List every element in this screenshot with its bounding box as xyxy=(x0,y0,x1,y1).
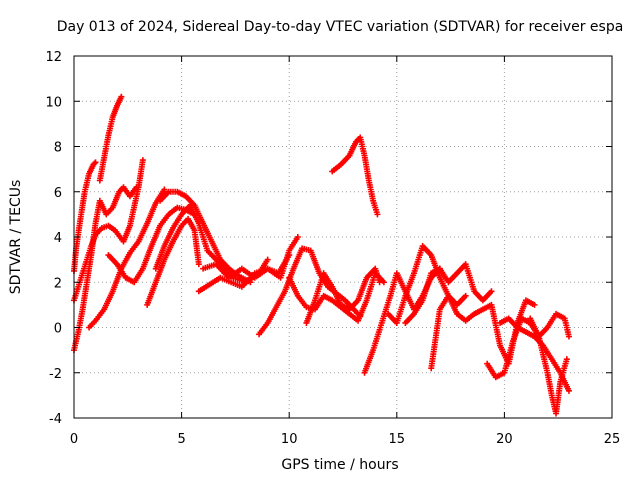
data-point xyxy=(139,157,146,164)
data-point xyxy=(264,256,271,263)
data-point xyxy=(161,186,168,193)
data-point xyxy=(118,93,125,100)
y-tick-label: 0 xyxy=(54,322,62,337)
y-tick-label: 4 xyxy=(54,231,62,246)
y-tick-label: -2 xyxy=(49,367,62,382)
data-point xyxy=(565,387,572,394)
x-tick-label: 15 xyxy=(389,432,406,447)
data-point xyxy=(374,211,381,218)
data-point xyxy=(286,252,293,259)
data-point xyxy=(376,279,383,286)
y-tick-label: -4 xyxy=(49,412,62,427)
data-point xyxy=(195,261,202,268)
y-tick-label: 8 xyxy=(54,141,62,156)
data-point xyxy=(91,160,98,167)
data-point xyxy=(294,234,301,240)
x-tick-label: 5 xyxy=(177,432,185,447)
series-arc-22 xyxy=(527,315,570,417)
data-point xyxy=(531,301,538,308)
series-arc-18 xyxy=(402,261,495,326)
y-tick-label: 6 xyxy=(54,186,62,201)
data-point xyxy=(462,292,469,299)
series-arc-15 xyxy=(329,134,381,218)
series-arc-19 xyxy=(428,292,538,372)
y-tick-label: 10 xyxy=(45,95,62,110)
chart-title: Day 013 of 2024, Sidereal Day-to-day VTE… xyxy=(57,19,624,35)
data-point xyxy=(92,159,99,166)
grid xyxy=(74,56,612,418)
series-arc-6 xyxy=(105,204,198,286)
x-tick-label: 10 xyxy=(281,432,298,447)
x-axis-label: GPS time / hours xyxy=(281,457,398,473)
series-arc-17 xyxy=(385,243,469,326)
series-arc-2 xyxy=(96,93,125,184)
y-axis-label: SDTVAR / TECUs xyxy=(8,180,24,295)
data-series xyxy=(71,93,572,417)
x-tick-label: 0 xyxy=(70,432,78,447)
series-arc-7 xyxy=(144,215,202,308)
series-arc-14 xyxy=(303,265,383,326)
y-tick-label: 12 xyxy=(45,50,62,65)
data-point xyxy=(563,356,570,363)
y-tick-label: 2 xyxy=(54,276,62,291)
data-point xyxy=(565,333,572,340)
x-tick-label: 20 xyxy=(496,432,513,447)
series-arc-11 xyxy=(200,252,293,281)
data-point xyxy=(133,184,140,191)
axis-ticks: 0 5 10 15 20 25 -4 -2 0 2 4 6 8 10 12 xyxy=(45,50,620,447)
series-arc-12 xyxy=(256,245,364,338)
x-tick-label: 25 xyxy=(604,432,621,447)
data-point xyxy=(488,288,495,295)
series-arc-20 xyxy=(484,310,572,381)
